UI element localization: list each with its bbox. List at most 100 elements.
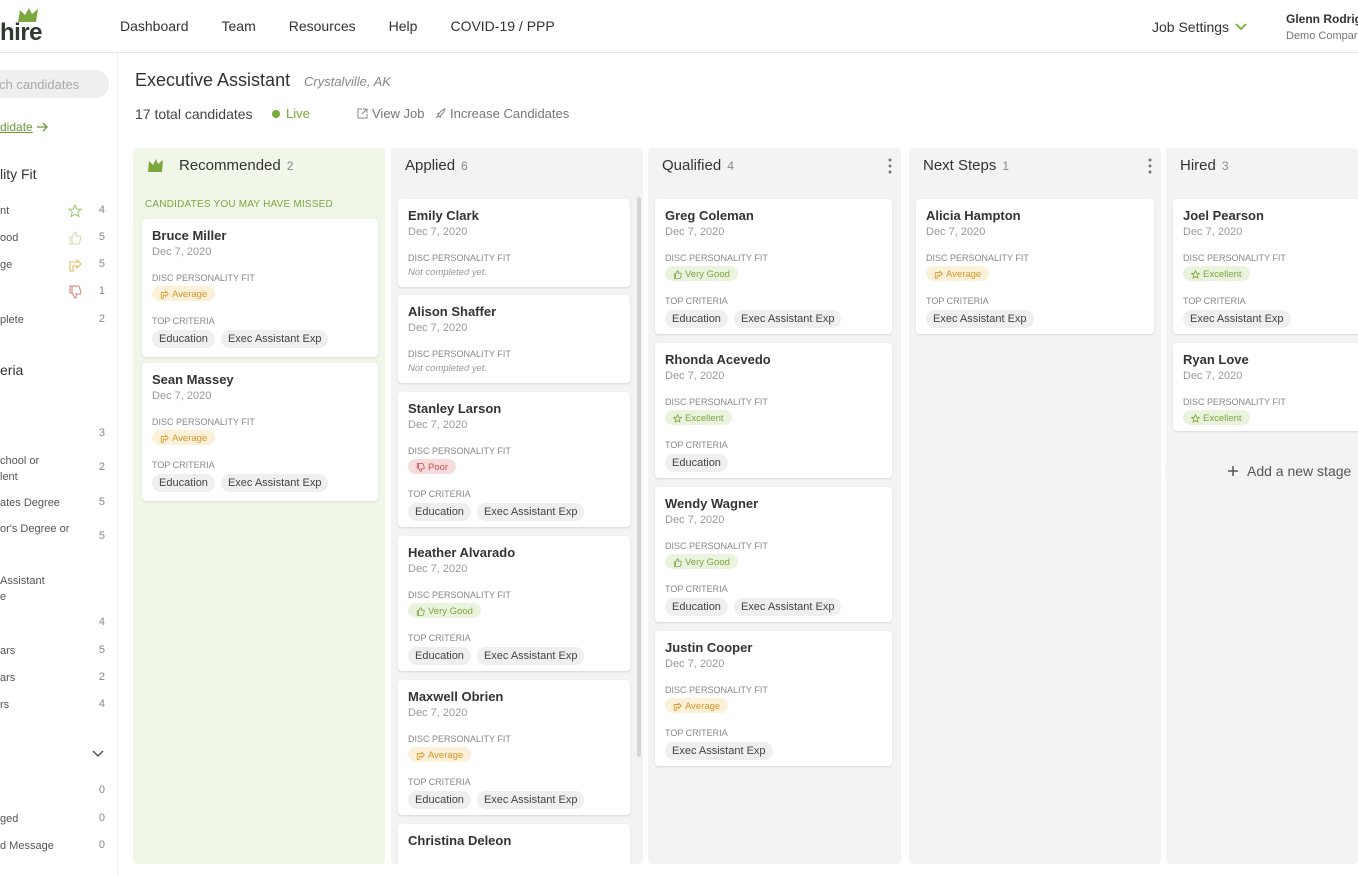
candidate-date: Dec 7, 2020	[665, 226, 725, 238]
criteria-chips: Exec Assistant Exp	[926, 310, 1034, 328]
candidate-card[interactable]: Ryan Love Dec 7, 2020 DISC PERSONALITY F…	[1173, 343, 1358, 431]
filter-count: 0	[98, 839, 105, 851]
column-qualified: Qualified 4 Greg Coleman Dec 7, 2020 DIS…	[648, 148, 901, 864]
job-settings-label: Job Settings	[1152, 19, 1230, 35]
filter-count: 2	[98, 461, 105, 473]
candidate-card[interactable]: Wendy Wagner Dec 7, 2020 DISC PERSONALIT…	[655, 487, 892, 622]
disc-label: DISC PERSONALITY FIT	[665, 685, 768, 695]
candidate-name: Wendy Wagner	[665, 496, 759, 511]
criteria-chips: Exec Assistant Exp	[665, 742, 773, 760]
hand-point-icon	[69, 258, 82, 272]
top-nav-bar: hire Dashboard Team Resources Help COVID…	[0, 0, 1358, 53]
column-header: Next Steps 1	[923, 157, 1009, 174]
nav-help[interactable]: Help	[388, 18, 418, 34]
live-status: Live	[272, 106, 310, 121]
column-title: Applied	[405, 157, 456, 174]
top-criteria-label: TOP CRITERIA	[665, 728, 728, 738]
candidate-card[interactable]: Christina Deleon	[398, 824, 630, 864]
top-criteria-label: TOP CRITERIA	[152, 460, 215, 470]
fit-label: Average	[172, 289, 208, 300]
column-header: Recommended 2	[147, 157, 293, 174]
candidate-card[interactable]: Alicia Hampton Dec 7, 2020 DISC PERSONAL…	[916, 199, 1154, 334]
filter-count: 4	[98, 204, 105, 216]
candidate-date: Dec 7, 2020	[665, 514, 725, 526]
candidate-card[interactable]: Greg Coleman Dec 7, 2020 DISC PERSONALIT…	[655, 199, 892, 334]
candidate-card[interactable]: Heather Alvarado Dec 7, 2020 DISC PERSON…	[398, 536, 630, 671]
disc-label: DISC PERSONALITY FIT	[926, 253, 1029, 263]
candidate-date: Dec 7, 2020	[408, 707, 468, 719]
disc-label: DISC PERSONALITY FIT	[152, 273, 255, 283]
chevron-down-icon	[1235, 23, 1247, 31]
criteria-chip: Education	[665, 598, 728, 616]
search-candidates-input[interactable]: ch candidates	[0, 70, 109, 98]
disc-label: DISC PERSONALITY FIT	[408, 734, 511, 744]
candidate-card[interactable]: Maxwell Obrien Dec 7, 2020 DISC PERSONAL…	[398, 680, 630, 815]
view-job-link[interactable]: View Job	[357, 106, 425, 121]
nav-team[interactable]: Team	[221, 18, 256, 34]
brand-logo[interactable]: hire	[0, 8, 44, 46]
criteria-filter[interactable]: chool or lent 2	[0, 453, 108, 483]
criteria-chip: Exec Assistant Exp	[665, 742, 773, 760]
star-icon	[68, 204, 82, 218]
candidate-card[interactable]: Rhonda Acevedo Dec 7, 2020 DISC PERSONAL…	[655, 343, 892, 478]
filter-label: ars	[0, 672, 16, 684]
candidate-card[interactable]: Sean Massey Dec 7, 2020 DISC PERSONALITY…	[142, 363, 378, 501]
disc-label: DISC PERSONALITY FIT	[408, 590, 511, 600]
user-company: Demo Compar	[1286, 30, 1358, 42]
filter-count: 0	[98, 812, 105, 824]
thumbs-down-icon	[416, 463, 425, 472]
fit-label: Average	[172, 433, 208, 444]
column-scrollbar[interactable]	[637, 197, 641, 757]
add-stage-button[interactable]: Add a new stage	[1165, 456, 1358, 486]
external-link-icon	[357, 108, 368, 119]
candidate-card[interactable]: Emily Clark Dec 7, 2020 DISC PERSONALITY…	[398, 199, 630, 287]
candidate-name: Stanley Larson	[408, 401, 502, 416]
column-header: Hired 3	[1180, 157, 1229, 174]
column-title: Hired	[1180, 157, 1216, 174]
fit-badge: Average	[152, 430, 216, 445]
candidate-card[interactable]: Bruce Miller Dec 7, 2020 DISC PERSONALIT…	[142, 219, 378, 357]
hand-point-icon	[673, 702, 682, 711]
filter-label: ge	[0, 259, 13, 271]
candidate-card[interactable]: Alison Shaffer Dec 7, 2020 DISC PERSONAL…	[398, 295, 630, 383]
column-title: Recommended	[179, 157, 281, 174]
not-completed-text: Not completed yet.	[408, 363, 488, 374]
fit-label: Average	[946, 269, 982, 280]
fit-badge: Excellent	[1183, 410, 1250, 425]
nav-dashboard[interactable]: Dashboard	[120, 18, 189, 34]
filter-count: 2	[98, 313, 105, 325]
candidate-name: Rhonda Acevedo	[665, 352, 771, 367]
more-options-icon[interactable]	[1147, 158, 1153, 174]
candidate-name: Alison Shaffer	[408, 304, 497, 319]
criteria-chip: Education	[408, 791, 471, 809]
filter-count: 1	[98, 285, 105, 297]
candidate-card[interactable]: Stanley Larson Dec 7, 2020 DISC PERSONAL…	[398, 392, 630, 527]
candidate-date: Dec 7, 2020	[408, 322, 468, 334]
candidate-card[interactable]: Joel Pearson Dec 7, 2020 DISC PERSONALIT…	[1173, 199, 1358, 334]
filter-label: ood	[0, 232, 19, 244]
hand-point-icon	[160, 434, 169, 443]
hand-point-icon	[934, 270, 943, 279]
criteria-chip: Education	[408, 503, 471, 521]
candidate-card[interactable]: Justin Cooper Dec 7, 2020 DISC PERSONALI…	[655, 631, 892, 766]
nav-resources[interactable]: Resources	[288, 18, 356, 34]
chevron-down-icon[interactable]	[92, 750, 104, 758]
filter-count: 5	[98, 496, 105, 508]
user-name: Glenn Rodrig	[1286, 12, 1358, 26]
top-criteria-label: TOP CRITERIA	[926, 296, 989, 306]
filter-sidebar: ch candidates didate lity Fit nt 4 ood 5…	[0, 53, 118, 876]
candidate-name: Sean Massey	[152, 372, 234, 387]
add-candidate-link[interactable]: didate	[0, 120, 49, 134]
candidate-name: Justin Cooper	[665, 640, 753, 655]
column-next-steps: Next Steps 1 Alicia Hampton Dec 7, 2020 …	[909, 148, 1161, 864]
nav-covid-ppp[interactable]: COVID-19 / PPP	[450, 18, 555, 34]
job-settings-dropdown[interactable]: Job Settings	[1152, 19, 1247, 35]
more-options-icon[interactable]	[887, 158, 893, 174]
candidate-date: Dec 7, 2020	[152, 390, 212, 402]
criteria-chip: Education	[665, 454, 728, 472]
user-menu[interactable]: Glenn Rodrig Demo Compar	[1286, 12, 1358, 42]
disc-label: DISC PERSONALITY FIT	[408, 446, 511, 456]
disc-label: DISC PERSONALITY FIT	[665, 397, 768, 407]
candidate-name: Ryan Love	[1183, 352, 1249, 367]
increase-candidates-link[interactable]: Increase Candidates	[435, 106, 569, 121]
